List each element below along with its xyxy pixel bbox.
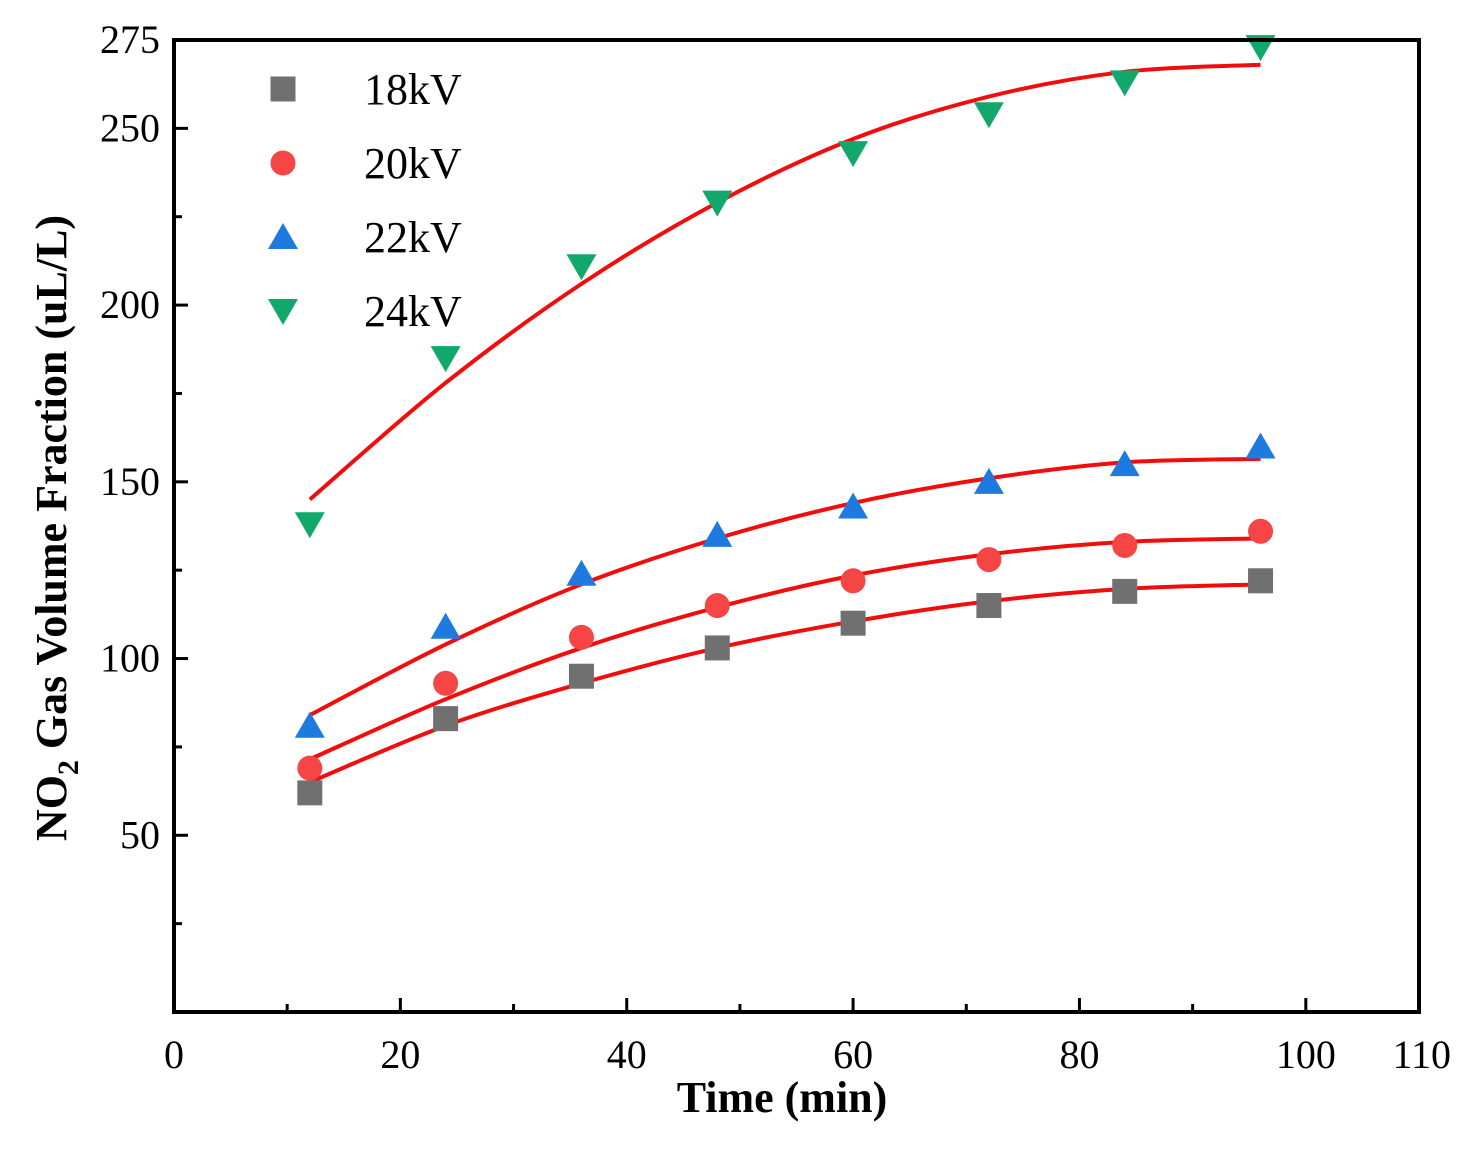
point-20kV (840, 568, 866, 594)
fit-line-24kV (308, 62, 1261, 502)
x-tick-label: 40 (607, 1032, 647, 1077)
y-tick-label: 250 (100, 105, 160, 150)
point-22kV (294, 711, 325, 738)
point-18kV (297, 780, 323, 806)
legend-label-22kV: 22kV (364, 213, 462, 262)
y-axis-title-main: NO (27, 775, 76, 841)
point-24kV (702, 190, 733, 217)
point-24kV (1109, 70, 1140, 97)
legend-label-18kV: 18kV (364, 65, 462, 114)
point-22kV (430, 612, 461, 639)
legend: 18kV 20kV 22kV 24kV (268, 65, 462, 336)
point-22kV (566, 559, 597, 586)
point-24kV (838, 141, 869, 168)
y-tick-label: 275 (100, 17, 160, 62)
point-20kV (1112, 532, 1138, 558)
legend-label-20kV: 20kV (364, 139, 462, 188)
legend-marker-24kV (268, 299, 298, 325)
y-axis-title-rest: Gas Volume Fraction (uL/L) (27, 215, 76, 760)
point-18kV (433, 706, 459, 732)
point-20kV (704, 593, 730, 619)
x-axis-title: Time (min) (677, 1073, 888, 1122)
point-20kV (433, 670, 459, 696)
legend-label-24kV: 24kV (364, 287, 462, 336)
point-22kV (702, 520, 733, 547)
point-18kV (840, 610, 866, 636)
legend-marker-20kV (270, 150, 296, 176)
point-24kV (430, 346, 461, 373)
legend-marker-22kV (268, 223, 298, 249)
point-22kV (1245, 432, 1276, 459)
y-tick-label: 100 (100, 636, 160, 681)
point-22kV (1109, 450, 1140, 477)
x-tick-label: 60 (833, 1032, 873, 1077)
y-tick-label: 150 (100, 459, 160, 504)
point-24kV (973, 102, 1004, 129)
point-24kV (294, 512, 325, 539)
x-axis-ticks: 0 20 40 60 80 100 110 (164, 998, 1451, 1077)
x-tick-label: 110 (1392, 1032, 1451, 1077)
point-24kV (566, 254, 597, 281)
point-18kV (1248, 568, 1274, 594)
point-18kV (976, 593, 1002, 619)
point-18kV (568, 663, 594, 689)
y-axis-title: NO2 Gas Volume Fraction (uL/L) (27, 215, 85, 841)
y-tick-label: 50 (120, 812, 160, 857)
legend-marker-18kV (270, 76, 296, 102)
point-18kV (1112, 578, 1138, 604)
point-22kV (973, 467, 1004, 494)
point-20kV (976, 547, 1002, 573)
x-tick-label: 80 (1059, 1032, 1099, 1077)
fit-line-20kV (309, 536, 1261, 762)
x-tick-label: 0 (164, 1032, 184, 1077)
point-20kV (1248, 518, 1274, 544)
point-20kV (568, 624, 594, 650)
x-tick-label: 20 (380, 1032, 420, 1077)
plot-frame (172, 38, 1421, 1014)
point-20kV (297, 755, 323, 781)
point-18kV (704, 635, 730, 661)
y-axis-title-subscript: 2 (52, 760, 85, 775)
fit-line-22kV (308, 456, 1261, 717)
x-tick-label: 100 (1276, 1032, 1336, 1077)
y-tick-label: 200 (100, 282, 160, 327)
y-axis-ticks: 50 100 150 200 250 275 (100, 17, 188, 926)
point-22kV (838, 492, 869, 519)
